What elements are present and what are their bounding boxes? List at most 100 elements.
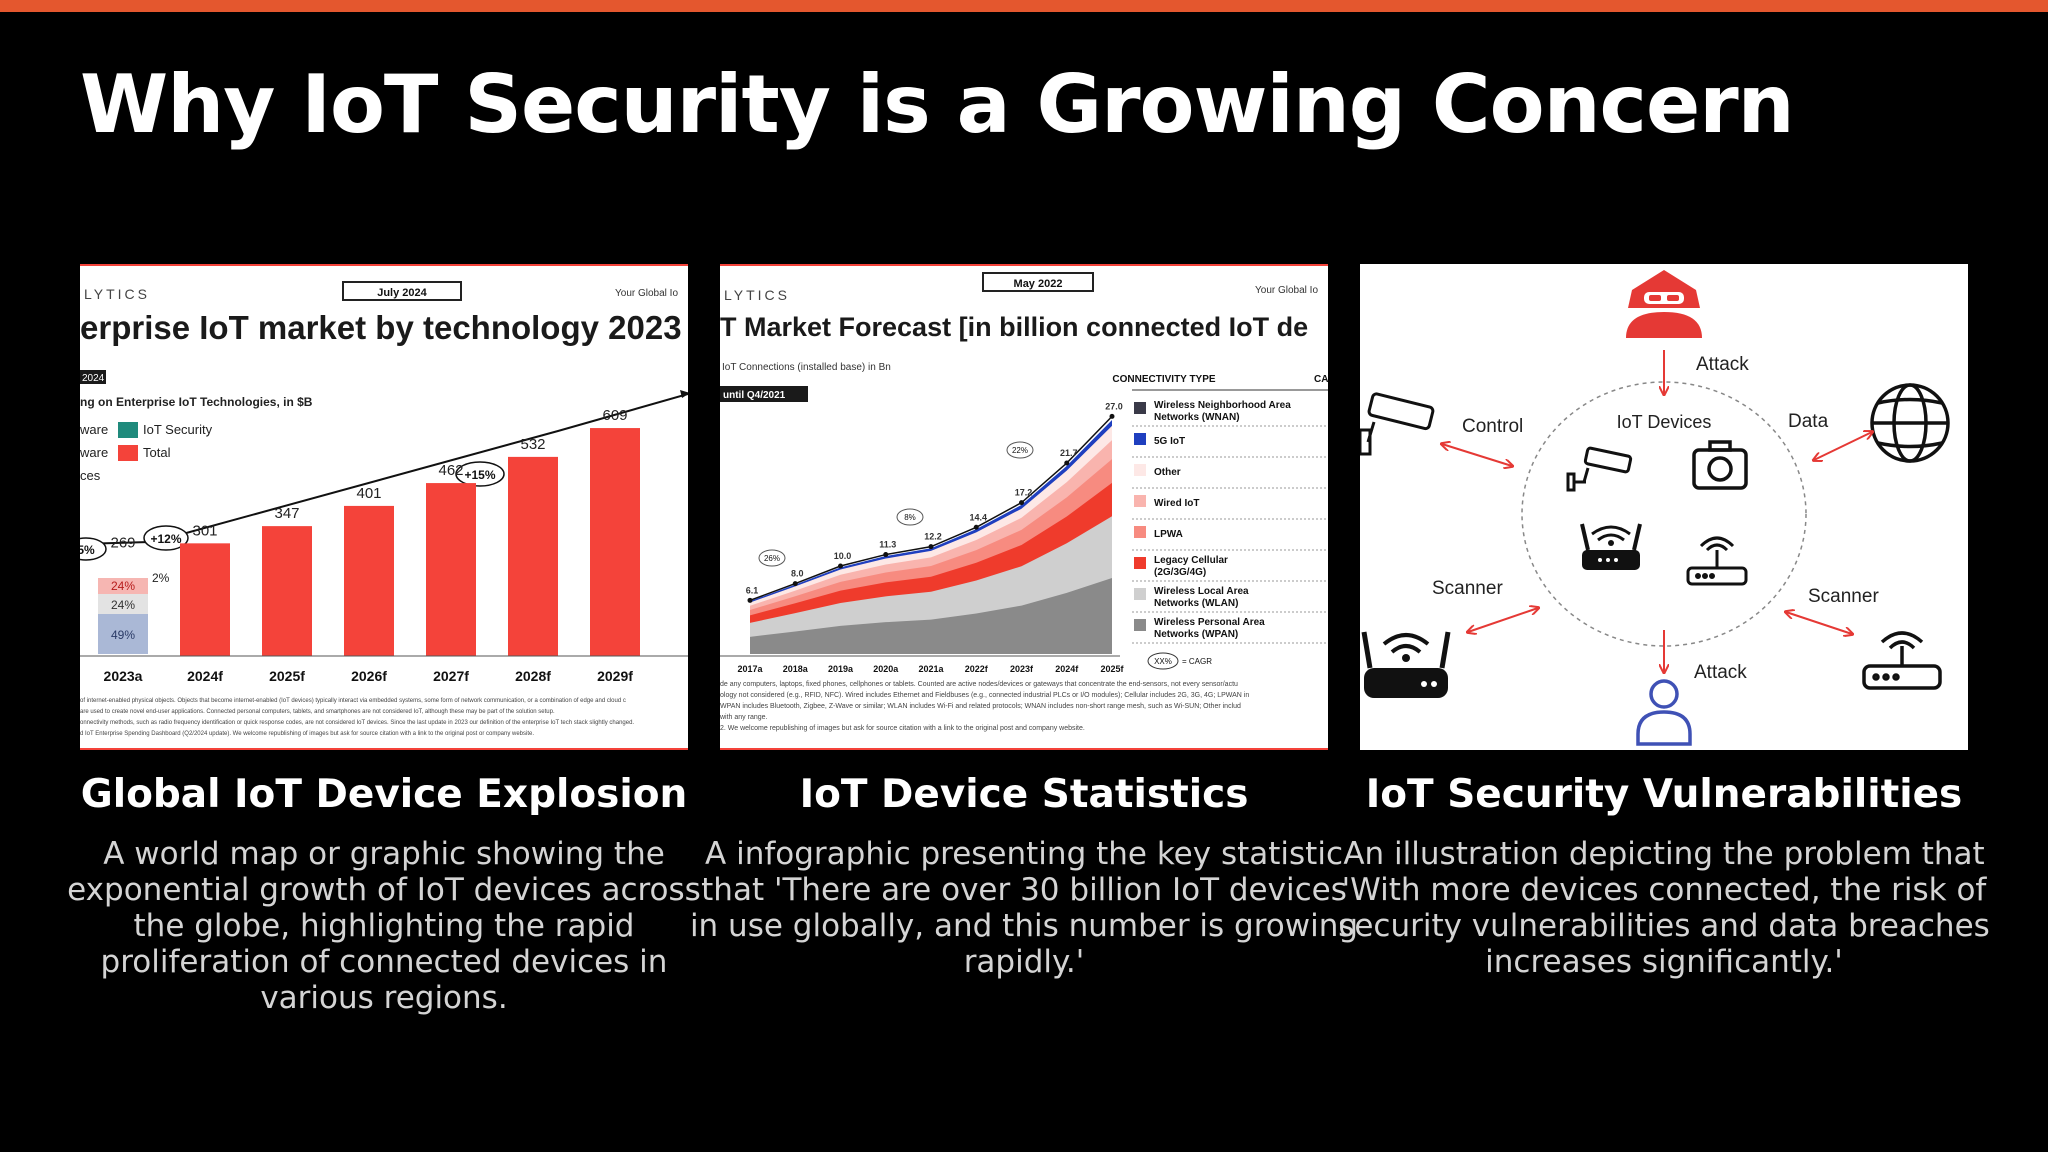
data-point: [928, 544, 934, 550]
corner-text: Your Global Io: [615, 288, 678, 299]
data-label: 8.0: [791, 569, 804, 579]
area-chart: 6.1 2017a 8.0 2018a 10.0 2019a 11.3 2020a 12.2 20…: [720, 401, 1125, 674]
x-tick-label: 2027f: [433, 668, 469, 684]
x-tick-label: 2024f: [1055, 664, 1079, 674]
bar: [262, 526, 312, 656]
legend-swatch: [1134, 433, 1146, 445]
bar: [180, 543, 230, 656]
data-label: 14.4: [969, 512, 987, 522]
legend-swatch: [1134, 557, 1146, 569]
chart-subtitle: IoT Connections (installed base) in Bn: [722, 362, 891, 373]
bar-chart: 269 2023a 301 2024f 347 2025f 401 2026f 462 2027f…: [104, 407, 640, 684]
data-point: [838, 563, 843, 569]
footnotes: de any computers, laptops, fixed phones,…: [720, 681, 1249, 732]
date-badge-text: July 2024: [377, 287, 427, 299]
cagr-badge: [455, 461, 505, 487]
date-badge-text: May 2022: [1014, 278, 1063, 290]
stack-label: 49%: [111, 628, 135, 642]
x-tick-label: 2028f: [515, 668, 551, 684]
legend-swatch: [1134, 619, 1146, 631]
legend-label: LPWA: [1154, 529, 1183, 540]
card-description: An illustration depicting the problem th…: [1338, 836, 1990, 980]
control-label: Control: [1462, 416, 1523, 437]
legend-label: Total: [143, 445, 171, 460]
stack-side-label: 2%: [152, 571, 170, 585]
legend-label: Wireless Personal Area: [1154, 617, 1265, 628]
legend-swatch: [1134, 526, 1146, 538]
period-badge: until Q4/2021: [723, 390, 786, 401]
panel-heading: erprise IoT market by technology 2023: [80, 309, 682, 346]
bar: [508, 456, 558, 656]
legend-label: Legacy Cellular: [1154, 555, 1228, 566]
legend-swatch: [1134, 495, 1146, 507]
data-point: [1064, 460, 1070, 466]
camera-icon: [1692, 440, 1748, 490]
wifi-router-icon: [1361, 631, 1451, 698]
bar-value-label: 532: [520, 436, 545, 453]
legend-swatch: [1134, 464, 1146, 476]
x-tick-label: 2024f: [187, 668, 223, 684]
stack-segment: [98, 594, 148, 614]
bar-value-label: 347: [274, 505, 299, 522]
bar-value-label: 609: [602, 407, 627, 424]
x-tick-label: 2020a: [873, 664, 899, 674]
cagr-badge: [143, 525, 189, 551]
legend-label: Other: [1154, 467, 1181, 478]
legend-label: Networks (WLAN): [1154, 598, 1238, 609]
iot-market-forecast-chart-image: LYTICS May 2022 Your Global Io T Market …: [720, 264, 1328, 750]
security-camera-icon: [1360, 392, 1435, 456]
bar-value-label: 401: [356, 485, 381, 502]
data-label: 12.2: [924, 532, 942, 542]
legend-label: Networks (WNAN): [1154, 412, 1240, 423]
wifi-router-icon: [1686, 536, 1748, 586]
legend-label: IoT Security: [143, 422, 213, 437]
data-point: [747, 597, 753, 603]
legend-label: 5G IoT: [1154, 436, 1185, 447]
data-label: 10.0: [834, 551, 852, 561]
cagr-label: 22%: [1012, 446, 1028, 455]
legend-left-text: ware: [80, 422, 108, 437]
legend-swatch-total: [118, 445, 138, 461]
card-title: IoT Device Statistics: [799, 772, 1249, 817]
cagr-key-badge: XX%: [1154, 657, 1172, 666]
iot-security-vulnerabilities-diagram-image: Attack Control Data IoT Devices: [1360, 264, 1968, 750]
footnote-line: d IoT Enterprise Spending Dashboard (Q2/…: [80, 731, 534, 737]
cagr-label: +12%: [150, 532, 181, 546]
footnotes: of internet-enabled physical objects. Ob…: [80, 698, 634, 737]
chart-subtitle: ng on Enterprise IoT Technologies, in $B: [80, 395, 313, 409]
stack-segment: [98, 614, 148, 654]
security-camera-icon: [1566, 446, 1633, 492]
cagr-key-text: = CAGR: [1182, 657, 1212, 666]
wifi-router-icon: [1862, 631, 1942, 690]
legend-swatch: [1134, 588, 1146, 600]
globe-icon: [1870, 383, 1950, 463]
data-point: [973, 524, 979, 530]
hacker-icon: [1626, 270, 1702, 338]
data-point: [883, 552, 889, 558]
scanner-right-label: Scanner: [1808, 586, 1879, 607]
footnote-line: of internet-enabled physical objects. Ob…: [80, 698, 626, 704]
x-tick-label: 2023f: [1010, 664, 1034, 674]
data-point: [1109, 413, 1115, 419]
data-label: 17.2: [1015, 488, 1033, 498]
card-description: A world map or graphic showing the expon…: [67, 836, 701, 1016]
top-accent-bar: [0, 0, 2048, 12]
data-label: 6.1: [746, 585, 759, 595]
cagr-badge: [80, 537, 107, 561]
cagr-badge: [1006, 441, 1034, 459]
enterprise-iot-market-chart-image: LYTICS July 2024 Your Global Io erprise …: [80, 264, 688, 750]
footnote-line: onnectivity methods, such as radio frequ…: [80, 720, 634, 726]
bar-value-label: 301: [192, 522, 217, 539]
date-badge: [982, 272, 1094, 292]
bar: [590, 428, 640, 656]
stack-label: 24%: [111, 579, 135, 593]
card-title: Global IoT Device Explosion: [80, 772, 688, 817]
footnote-line: with any range.: [720, 714, 768, 721]
cagr-badge: [758, 549, 786, 567]
brand-text: LYTICS: [724, 287, 790, 303]
wifi-router-icon: [1580, 523, 1642, 570]
legend-label: Wireless Local Area: [1154, 586, 1249, 597]
x-tick-label: 2018a: [783, 664, 809, 674]
cagr-label: +15%: [464, 468, 495, 482]
